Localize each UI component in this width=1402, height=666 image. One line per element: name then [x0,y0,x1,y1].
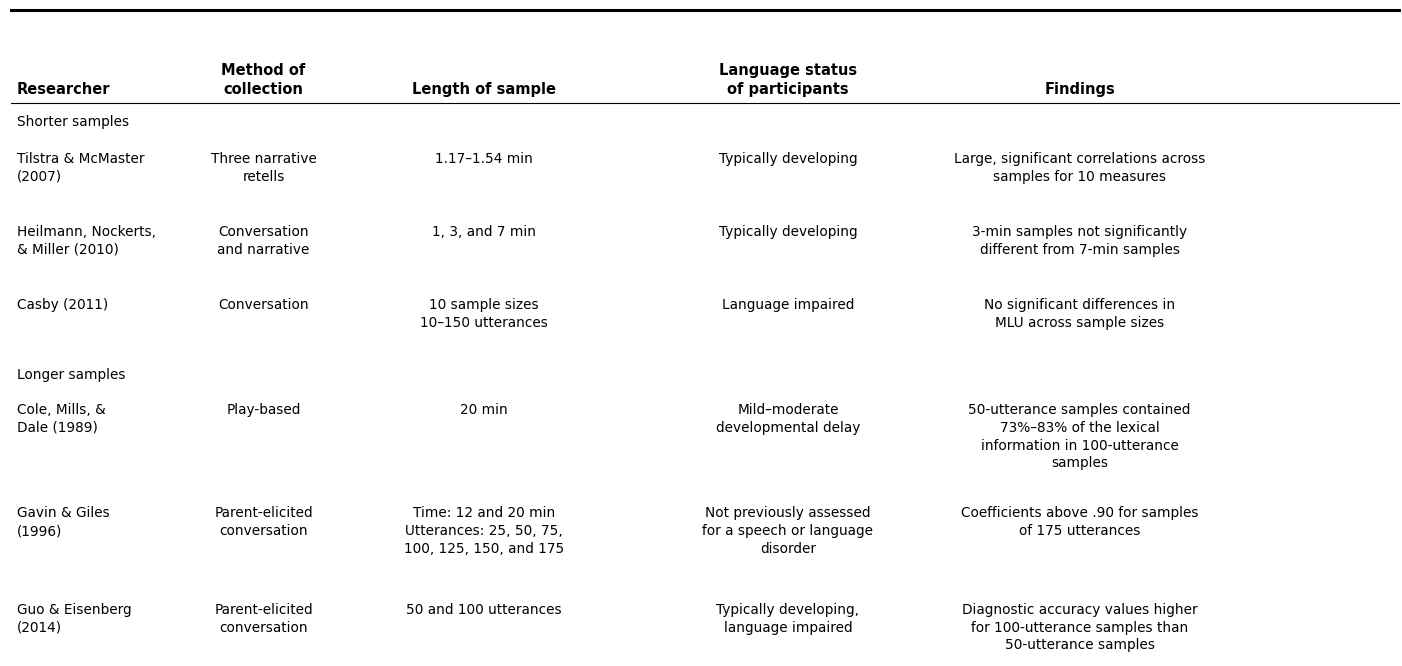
Text: 1.17–1.54 min: 1.17–1.54 min [435,152,533,166]
Text: Typically developing,
language impaired: Typically developing, language impaired [716,603,859,635]
Text: Findings: Findings [1044,81,1115,97]
Text: 50 and 100 utterances: 50 and 100 utterances [405,603,562,617]
Text: Casby (2011): Casby (2011) [17,298,108,312]
Text: Parent-elicited
conversation: Parent-elicited conversation [215,506,313,538]
Text: Conversation: Conversation [219,298,308,312]
Text: Conversation
and narrative: Conversation and narrative [217,225,310,257]
Text: Coefficients above .90 for samples
of 175 utterances: Coefficients above .90 for samples of 17… [960,506,1199,538]
Text: Typically developing: Typically developing [719,152,857,166]
Text: Shorter samples: Shorter samples [17,115,129,129]
Text: Not previously assessed
for a speech or language
disorder: Not previously assessed for a speech or … [702,506,873,556]
Text: Researcher: Researcher [17,81,111,97]
Text: Tilstra & McMaster
(2007): Tilstra & McMaster (2007) [17,152,144,184]
Text: Length of sample: Length of sample [412,81,555,97]
Text: 1, 3, and 7 min: 1, 3, and 7 min [432,225,536,239]
Text: Language impaired: Language impaired [722,298,854,312]
Text: Parent-elicited
conversation: Parent-elicited conversation [215,603,313,635]
Text: Gavin & Giles
(1996): Gavin & Giles (1996) [17,506,109,538]
Text: Diagnostic accuracy values higher
for 100-utterance samples than
50-utterance sa: Diagnostic accuracy values higher for 10… [962,603,1197,653]
Text: Large, significant correlations across
samples for 10 measures: Large, significant correlations across s… [953,152,1206,184]
Text: Play-based: Play-based [226,403,301,417]
Text: Cole, Mills, &
Dale (1989): Cole, Mills, & Dale (1989) [17,403,105,435]
Text: Mild–moderate
developmental delay: Mild–moderate developmental delay [716,403,859,435]
Text: Typically developing: Typically developing [719,225,857,239]
Text: 3-min samples not significantly
different from 7-min samples: 3-min samples not significantly differen… [972,225,1187,257]
Text: 10 sample sizes
10–150 utterances: 10 sample sizes 10–150 utterances [419,298,548,330]
Text: Guo & Eisenberg
(2014): Guo & Eisenberg (2014) [17,603,132,635]
Text: Language status
of participants: Language status of participants [719,63,857,97]
Text: Heilmann, Nockerts,
& Miller (2010): Heilmann, Nockerts, & Miller (2010) [17,225,156,257]
Text: Time: 12 and 20 min
Utterances: 25, 50, 75,
100, 125, 150, and 175: Time: 12 and 20 min Utterances: 25, 50, … [404,506,564,556]
Text: Longer samples: Longer samples [17,368,125,382]
Text: No significant differences in
MLU across sample sizes: No significant differences in MLU across… [984,298,1175,330]
Text: 20 min: 20 min [460,403,508,417]
Text: Three narrative
retells: Three narrative retells [210,152,317,184]
Text: 50-utterance samples contained
73%–83% of the lexical
information in 100-utteran: 50-utterance samples contained 73%–83% o… [969,403,1190,470]
Text: Method of
collection: Method of collection [222,63,306,97]
